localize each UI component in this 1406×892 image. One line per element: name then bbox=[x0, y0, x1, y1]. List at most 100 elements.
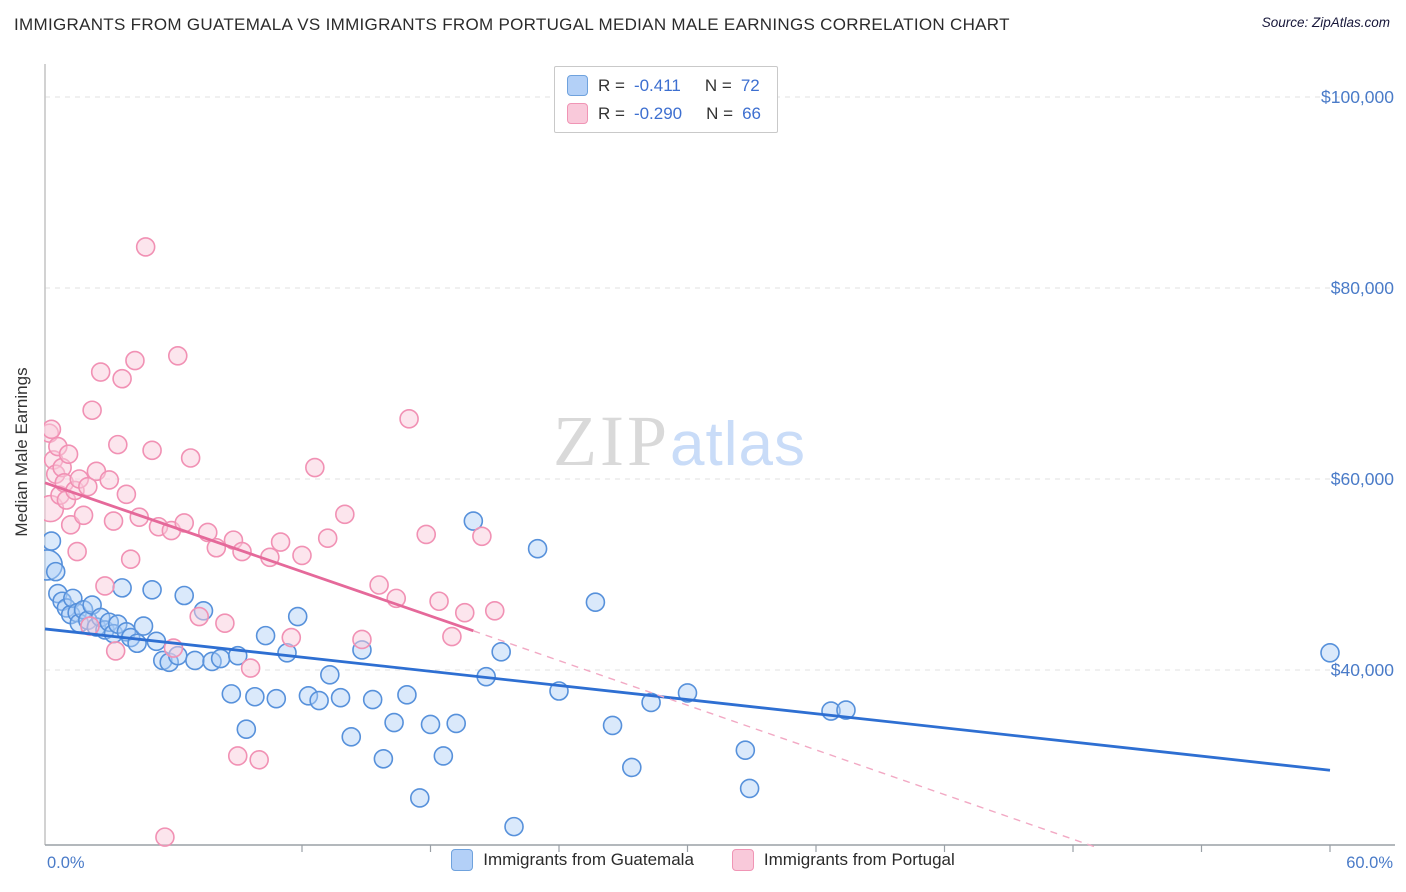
guatemala-scatter-point bbox=[433, 746, 454, 766]
portugal-r-value: -0.290 bbox=[633, 103, 683, 123]
legend-row-portugal: R = -0.290 N = 66 bbox=[567, 103, 761, 124]
portugal-scatter-point bbox=[78, 476, 98, 497]
guatemala-scatter-point bbox=[174, 585, 195, 606]
portugal-scatter-point bbox=[82, 400, 102, 421]
guatemala-scatter-point bbox=[463, 511, 484, 531]
guatemala-scatter-point bbox=[491, 642, 511, 662]
portugal-scatter-point bbox=[484, 600, 505, 621]
portugal-scatter-point bbox=[120, 549, 141, 570]
portugal-scatter-point bbox=[317, 528, 338, 549]
guatemala-scatter-point bbox=[622, 757, 642, 778]
guatemala-color-swatch bbox=[567, 75, 588, 96]
zipatlas-watermark: ZIPatlas bbox=[553, 400, 806, 483]
guatemala-scatter-point bbox=[397, 685, 417, 705]
guatemala-scatter-point bbox=[185, 650, 205, 671]
legend-item-portugal: Immigrants from Portugal bbox=[731, 849, 955, 871]
portugal-scatter-point bbox=[454, 602, 475, 623]
svg-text:$100,000: $100,000 bbox=[1321, 87, 1394, 107]
portugal-scatter-point bbox=[305, 457, 325, 478]
watermark-atlas-text: atlas bbox=[670, 410, 806, 479]
portugal-scatter-point bbox=[240, 658, 261, 678]
portugal-scatter-point bbox=[167, 346, 188, 366]
guatemala-scatter-point bbox=[373, 749, 394, 769]
guatemala-scatter-point bbox=[341, 727, 362, 747]
portugal-scatter-point bbox=[73, 505, 94, 526]
guatemala-scatter-point bbox=[142, 579, 162, 600]
portugal-scatter-point bbox=[90, 362, 111, 382]
y-axis-tick-labels: $100,000 $80,000 $60,000 $40,000 bbox=[1321, 87, 1394, 680]
n-label: N = bbox=[706, 103, 734, 123]
guatemala-scatter-point bbox=[836, 700, 856, 720]
portugal-scatter-point bbox=[249, 749, 269, 770]
guatemala-scatter-point bbox=[641, 692, 661, 713]
guatemala-scatter-point bbox=[446, 713, 467, 734]
portugal-scatter-point bbox=[58, 444, 79, 464]
guatemala-scatter-point bbox=[420, 714, 441, 735]
guatemala-scatter-point bbox=[384, 712, 404, 733]
guatemala-scatter-point bbox=[266, 688, 287, 709]
guatemala-scatter-point bbox=[1320, 643, 1340, 663]
guatemala-points bbox=[44, 511, 1340, 837]
page-title: IMMIGRANTS FROM GUATEMALA VS IMMIGRANTS … bbox=[14, 15, 1010, 34]
portugal-scatter-point bbox=[369, 575, 389, 595]
guatemala-scatter-point bbox=[236, 719, 257, 740]
guatemala-scatter-point bbox=[330, 687, 351, 708]
guatemala-scatter-point bbox=[133, 616, 154, 636]
portugal-trendline bbox=[44, 481, 474, 633]
guatemala-scatter-point bbox=[44, 531, 62, 551]
portugal-scatter-point bbox=[281, 627, 302, 648]
guatemala-legend-label: Immigrants from Guatemala bbox=[483, 850, 694, 869]
portugal-color-swatch bbox=[567, 103, 588, 124]
guatemala-scatter-point bbox=[677, 683, 698, 703]
portugal-scatter-point bbox=[112, 368, 132, 389]
guatemala-scatter-point bbox=[45, 561, 66, 582]
portugal-n-value: 66 bbox=[742, 103, 761, 123]
portugal-scatter-point bbox=[135, 237, 156, 257]
guatemala-scatter-point bbox=[409, 788, 430, 808]
portugal-scatter-point bbox=[429, 591, 449, 612]
portugal-scatter-point bbox=[155, 827, 175, 847]
correlation-legend: R = -0.411 N = 72 R = -0.290 N = 66 bbox=[554, 66, 778, 133]
portugal-scatter-point bbox=[335, 504, 355, 525]
source-attribution: Source: ZipAtlas.com bbox=[1261, 15, 1390, 30]
portugal-scatter-point bbox=[103, 511, 124, 531]
portugal-scatter-point bbox=[99, 470, 120, 490]
guatemala-scatter-point bbox=[287, 606, 308, 627]
guatemala-scatter-point bbox=[320, 664, 340, 685]
portugal-scatter-point bbox=[116, 484, 137, 505]
svg-text:$60,000: $60,000 bbox=[1331, 469, 1395, 489]
portugal-scatter-point bbox=[44, 419, 62, 440]
guatemala-scatter-point bbox=[112, 578, 132, 598]
r-label: R = bbox=[598, 75, 625, 95]
guatemala-scatter-point bbox=[362, 689, 383, 710]
portugal-scatter-point bbox=[227, 746, 248, 766]
portugal-scatter-point bbox=[442, 626, 462, 647]
guatemala-scatter-point bbox=[298, 685, 319, 706]
guatemala-scatter-point bbox=[221, 684, 242, 704]
portugal-scatter-point bbox=[472, 526, 492, 547]
y-axis-title: Median Male Earnings bbox=[12, 367, 31, 536]
guatemala-scatter-point bbox=[585, 592, 606, 612]
svg-text:$80,000: $80,000 bbox=[1331, 278, 1395, 298]
portugal-scatter-point bbox=[180, 448, 201, 468]
guatemala-scatter-point bbox=[255, 625, 276, 646]
portugal-scatter-point bbox=[292, 545, 312, 566]
guatemala-scatter-point bbox=[309, 690, 329, 711]
portugal-scatter-point bbox=[416, 524, 437, 545]
x-axis-tick-labels: 0.0% 60.0% bbox=[47, 854, 1393, 872]
portugal-trendline-extension bbox=[473, 630, 1095, 848]
guatemala-scatter-point bbox=[735, 740, 756, 761]
portugal-scatter-point bbox=[399, 409, 419, 429]
axes bbox=[44, 64, 1395, 852]
legend-item-guatemala: Immigrants from Guatemala bbox=[451, 849, 694, 871]
portugal-scatter-point bbox=[352, 629, 372, 650]
portugal-scatter-point bbox=[125, 350, 145, 371]
guatemala-scatter-point bbox=[127, 633, 147, 654]
portugal-scatter-point bbox=[95, 576, 115, 596]
portugal-scatter-point bbox=[270, 532, 291, 552]
guatemala-scatter-point bbox=[739, 778, 760, 799]
portugal-legend-label: Immigrants from Portugal bbox=[763, 850, 955, 869]
n-label: N = bbox=[704, 75, 732, 95]
guatemala-scatter-point bbox=[504, 816, 524, 837]
